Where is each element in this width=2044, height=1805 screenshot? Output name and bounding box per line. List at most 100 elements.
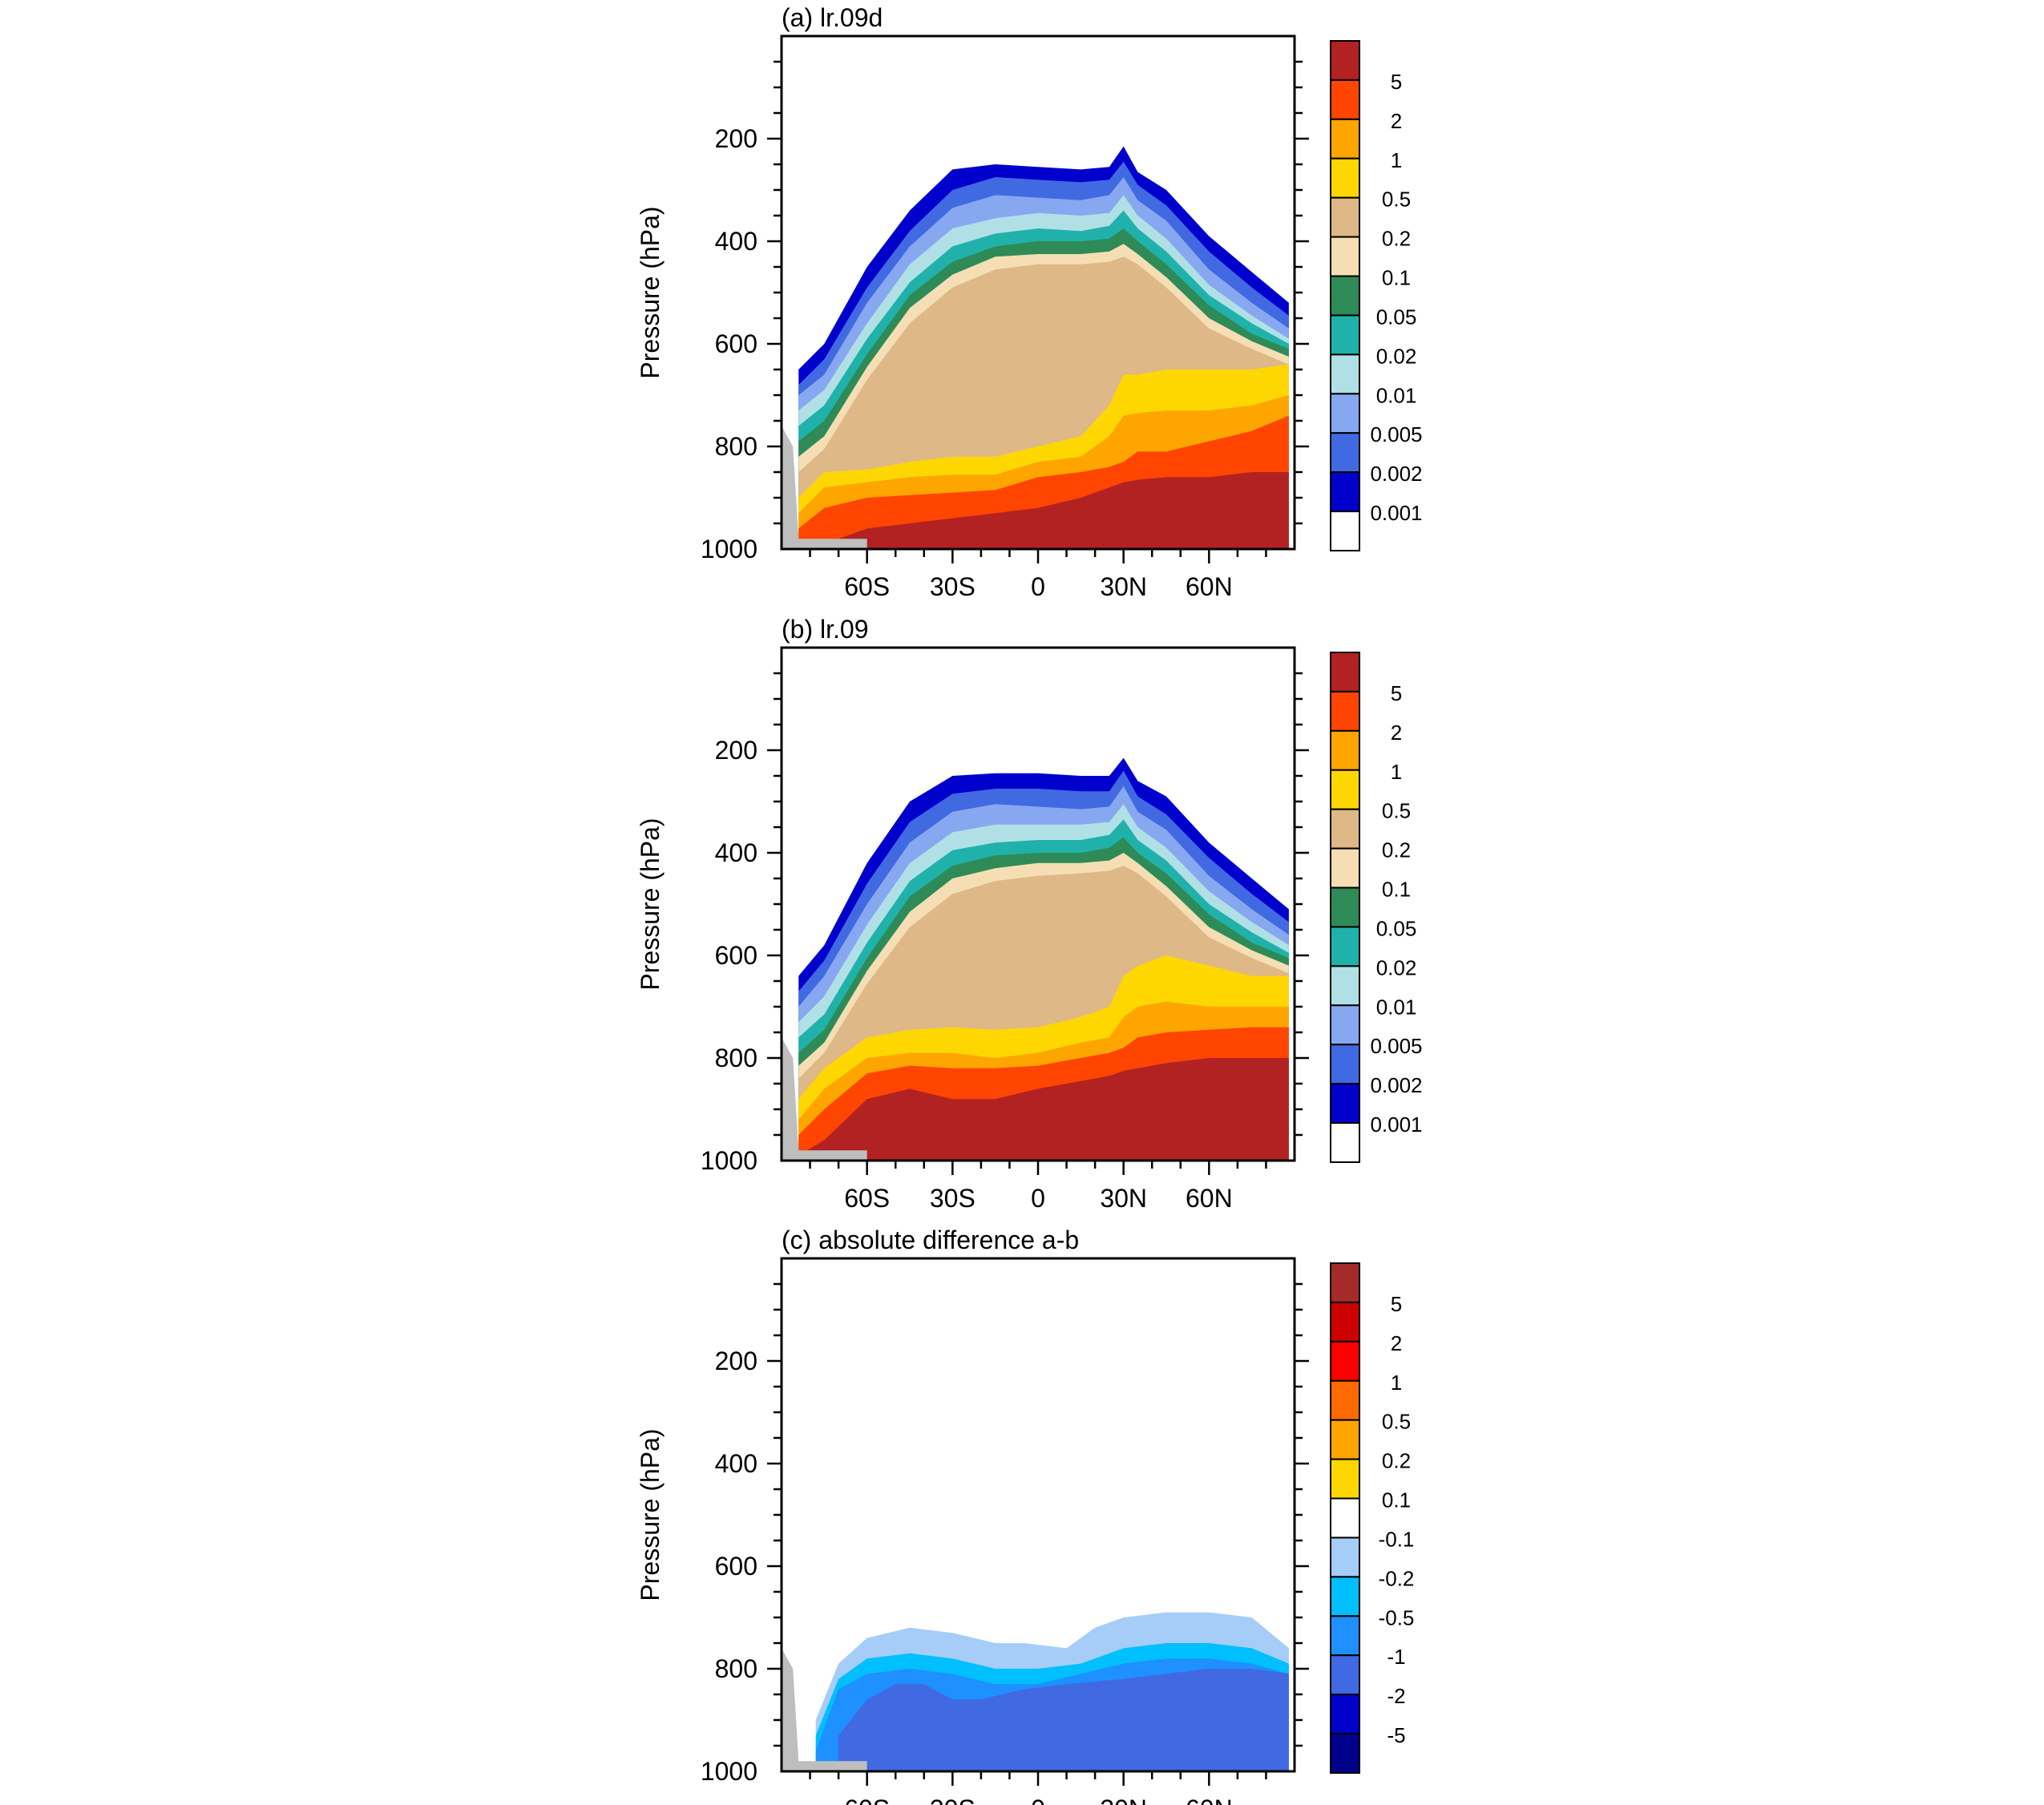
x-tick-label: 0	[1031, 1184, 1045, 1213]
colorbar-label: 0.05	[1376, 305, 1417, 329]
colorbar-label: 0.001	[1370, 501, 1422, 525]
colorbar-box	[1330, 157, 1360, 199]
contour-fill-b	[782, 757, 1289, 1161]
colorbar-label: 0.002	[1370, 462, 1422, 486]
colorbar-box	[1330, 652, 1360, 693]
colorbar-box	[1330, 1694, 1360, 1735]
colorbar-box	[1330, 79, 1360, 120]
x-tick-label: 30S	[930, 1184, 976, 1213]
colorbar-box	[1330, 926, 1360, 967]
colorbar-label: 5	[1391, 681, 1402, 705]
y-tick-label: 600	[715, 329, 757, 358]
colorbar-label: 0.002	[1370, 1073, 1422, 1097]
panel-title-a: (a) lr.09d	[782, 3, 883, 32]
colorbar-box	[1330, 1340, 1360, 1382]
colorbar-label: 0.2	[1382, 838, 1411, 862]
colorbar-label: 0.1	[1382, 878, 1411, 902]
colorbar-label: 0.1	[1382, 266, 1411, 290]
colorbar-label: -2	[1387, 1684, 1405, 1708]
colorbar-box	[1330, 769, 1360, 810]
colorbar-label: 0.2	[1382, 1449, 1411, 1473]
colorbar-label: -0.5	[1379, 1605, 1415, 1629]
contour-region-c--2	[838, 1669, 1289, 1771]
colorbar-label: 0.05	[1376, 916, 1417, 940]
x-tick-label: 60N	[1186, 1795, 1233, 1805]
panel-title-c: (c) absolute difference a-b	[782, 1226, 1079, 1254]
x-ticks-b: 60S 30S 0 30N 60N	[809, 1161, 1267, 1213]
colorbar-b: 5 2 1 0.5 0.2 0.1 0.05 0.02 0.01 0.005 0.002 0.001	[1330, 652, 1423, 1163]
colorbar-label: 0.5	[1382, 188, 1411, 212]
colorbar-box	[1330, 1458, 1360, 1500]
colorbar-box	[1330, 886, 1360, 928]
colorbar-box	[1330, 471, 1360, 513]
colorbar-label: 0.02	[1376, 955, 1417, 979]
y-tick-label: 400	[715, 1449, 757, 1478]
colorbar-label: 0.01	[1376, 383, 1417, 407]
colorbar-label: 5	[1391, 70, 1402, 94]
colorbar-label: 2	[1391, 1331, 1402, 1355]
colorbar-box	[1330, 432, 1360, 474]
terrain-mask-b	[782, 1037, 867, 1161]
colorbar-label: 2	[1391, 109, 1402, 133]
colorbar-box	[1330, 1733, 1360, 1774]
colorbar-box	[1330, 729, 1360, 771]
colorbar-label: 0.01	[1376, 995, 1417, 1019]
y-tick-label: 1000	[701, 535, 757, 563]
y-tick-label: 800	[715, 1654, 757, 1683]
colorbar-label: 0.02	[1376, 344, 1417, 368]
colorbar-label: 0.1	[1382, 1488, 1411, 1512]
y-axis-label-b: Pressure (hPa)	[636, 818, 665, 990]
x-tick-label: 0	[1031, 1795, 1045, 1805]
y-tick-label: 600	[715, 1552, 757, 1581]
colorbar-box	[1330, 353, 1360, 395]
colorbar-box	[1330, 1497, 1360, 1539]
terrain-mask-c	[782, 1648, 867, 1771]
y-tick-label: 400	[715, 227, 757, 256]
colorbar-box	[1330, 1004, 1360, 1046]
colorbar-box	[1330, 1083, 1360, 1125]
y-tick-label: 200	[715, 124, 757, 153]
colorbar-label: 0.5	[1382, 799, 1411, 823]
panel-b: (b) lr.09 Pressure (hPa) 200400600800100…	[636, 615, 1423, 1213]
colorbar-label: 1	[1391, 148, 1402, 172]
colorbar-label: -0.2	[1379, 1566, 1415, 1590]
y-tick-label: 200	[715, 1347, 757, 1375]
y-tick-label: 600	[715, 941, 757, 970]
colorbar-box	[1330, 808, 1360, 850]
colorbar-label: 5	[1391, 1292, 1402, 1316]
colorbar-label: -0.1	[1379, 1527, 1415, 1551]
y-tick-label: 400	[715, 838, 757, 867]
colorbar-box	[1330, 690, 1360, 732]
contour-region-a-5	[798, 472, 1289, 549]
colorbar-a: 5 2 1 0.5 0.2 0.1 0.05 0.02 0.01 0.005 0.002 0.001	[1330, 40, 1423, 551]
x-tick-label: 30S	[930, 572, 976, 601]
x-tick-label: 60N	[1186, 1184, 1233, 1213]
colorbar-box	[1330, 275, 1360, 317]
panel-c: (c) absolute difference a-b Pressure (hP…	[636, 1226, 1414, 1805]
x-tick-label: 60S	[844, 1184, 890, 1213]
x-ticks-a: 60S 30S 0 30N 60N	[809, 549, 1267, 601]
x-ticks-c: 60S 30S 0 30N 60N	[809, 1771, 1267, 1805]
x-tick-label: 0	[1031, 572, 1045, 601]
colorbar-box	[1330, 847, 1360, 889]
colorbar-box	[1330, 1654, 1360, 1696]
x-tick-label: 60S	[844, 1795, 890, 1805]
x-tick-label: 30N	[1100, 572, 1147, 601]
colorbar-box	[1330, 196, 1360, 238]
colorbar-label: 1	[1391, 1371, 1402, 1395]
colorbar-c: 5 2 1 0.5 0.2 0.1 -0.1 -0.2 -0.5 -1 -2 -5	[1330, 1262, 1415, 1774]
y-axis-label-a: Pressure (hPa)	[636, 206, 665, 378]
colorbar-label: 2	[1391, 721, 1402, 745]
colorbar-box	[1330, 511, 1360, 551]
colorbar-box	[1330, 1536, 1360, 1578]
x-tick-label: 30S	[930, 1795, 976, 1805]
y-ticks-a: 200 400 600 800 1000	[701, 60, 1309, 563]
y-tick-label: 1000	[701, 1146, 757, 1175]
colorbar-box	[1330, 118, 1360, 160]
y-axis-label-c: Pressure (hPa)	[636, 1428, 665, 1601]
colorbar-box	[1330, 1122, 1360, 1163]
colorbar-box	[1330, 393, 1360, 434]
colorbar-box	[1330, 1419, 1360, 1460]
colorbar-label: 0.005	[1370, 422, 1422, 446]
